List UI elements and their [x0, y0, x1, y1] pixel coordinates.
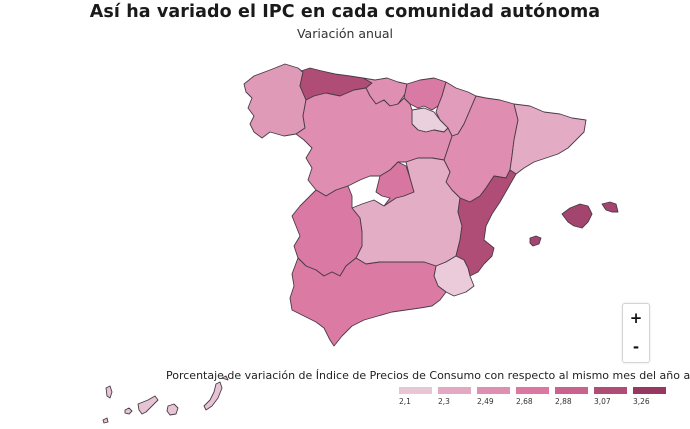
legend-swatch	[516, 387, 549, 394]
legend-label: 2,88	[555, 397, 572, 406]
legend-label: 2,68	[516, 397, 533, 406]
region-canarias-hierro[interactable]	[102, 417, 109, 424]
legend-label: 2,1	[399, 397, 411, 406]
region-canarias-lapalma[interactable]	[105, 385, 113, 399]
chart-subtitle: Variación anual	[296, 26, 394, 41]
legend-bin: 2,49	[477, 387, 510, 406]
map-zoom-controls: + -	[622, 303, 650, 363]
region-baleares-menorca[interactable]	[601, 201, 619, 213]
region-canarias-fuerteventura[interactable]	[203, 381, 223, 411]
legend-bin: 3,07	[594, 387, 627, 406]
legend-bin: 2,3	[438, 387, 471, 406]
region-cataluna[interactable]	[509, 103, 587, 175]
chart-title: Así ha variado el IPC en cada comunidad …	[89, 2, 601, 22]
zoom-in-button[interactable]: +	[629, 309, 643, 327]
legend-swatch	[633, 387, 666, 394]
legend-swatch	[399, 387, 432, 394]
legend-swatch	[477, 387, 510, 394]
legend-swatch	[438, 387, 471, 394]
region-castilla-y-leon[interactable]	[295, 87, 453, 197]
legend-bin: 2,1	[399, 387, 432, 406]
region-andalucia[interactable]	[289, 257, 447, 347]
legend-bin: 2,68	[516, 387, 549, 406]
region-baleares-mallorca[interactable]	[561, 203, 593, 229]
region-galicia[interactable]	[243, 63, 307, 139]
legend-label: 2,3	[438, 397, 450, 406]
region-comunidad-valenciana[interactable]	[455, 169, 517, 277]
region-canarias-grancanaria[interactable]	[166, 403, 179, 416]
legend-bin: 2,88	[555, 387, 588, 406]
legend-swatch	[594, 387, 627, 394]
legend-swatch	[555, 387, 588, 394]
legend-label: 3,26	[633, 397, 650, 406]
region-canarias-tenerife[interactable]	[137, 395, 159, 415]
legend-scale: 2,1 2,3 2,49 2,68 2,88 3,07 3,26	[399, 387, 666, 406]
region-canarias-gomera[interactable]	[124, 407, 133, 415]
legend-title: Porcentaje de variación de Índice de Pre…	[166, 369, 690, 382]
legend-label: 2,49	[477, 397, 494, 406]
zoom-out-button[interactable]: -	[632, 338, 640, 356]
region-canarias-lanzarote[interactable]	[221, 375, 229, 381]
region-baleares-ibiza[interactable]	[529, 235, 542, 247]
legend-label: 3,07	[594, 397, 611, 406]
legend-bin: 3,26	[633, 387, 666, 406]
